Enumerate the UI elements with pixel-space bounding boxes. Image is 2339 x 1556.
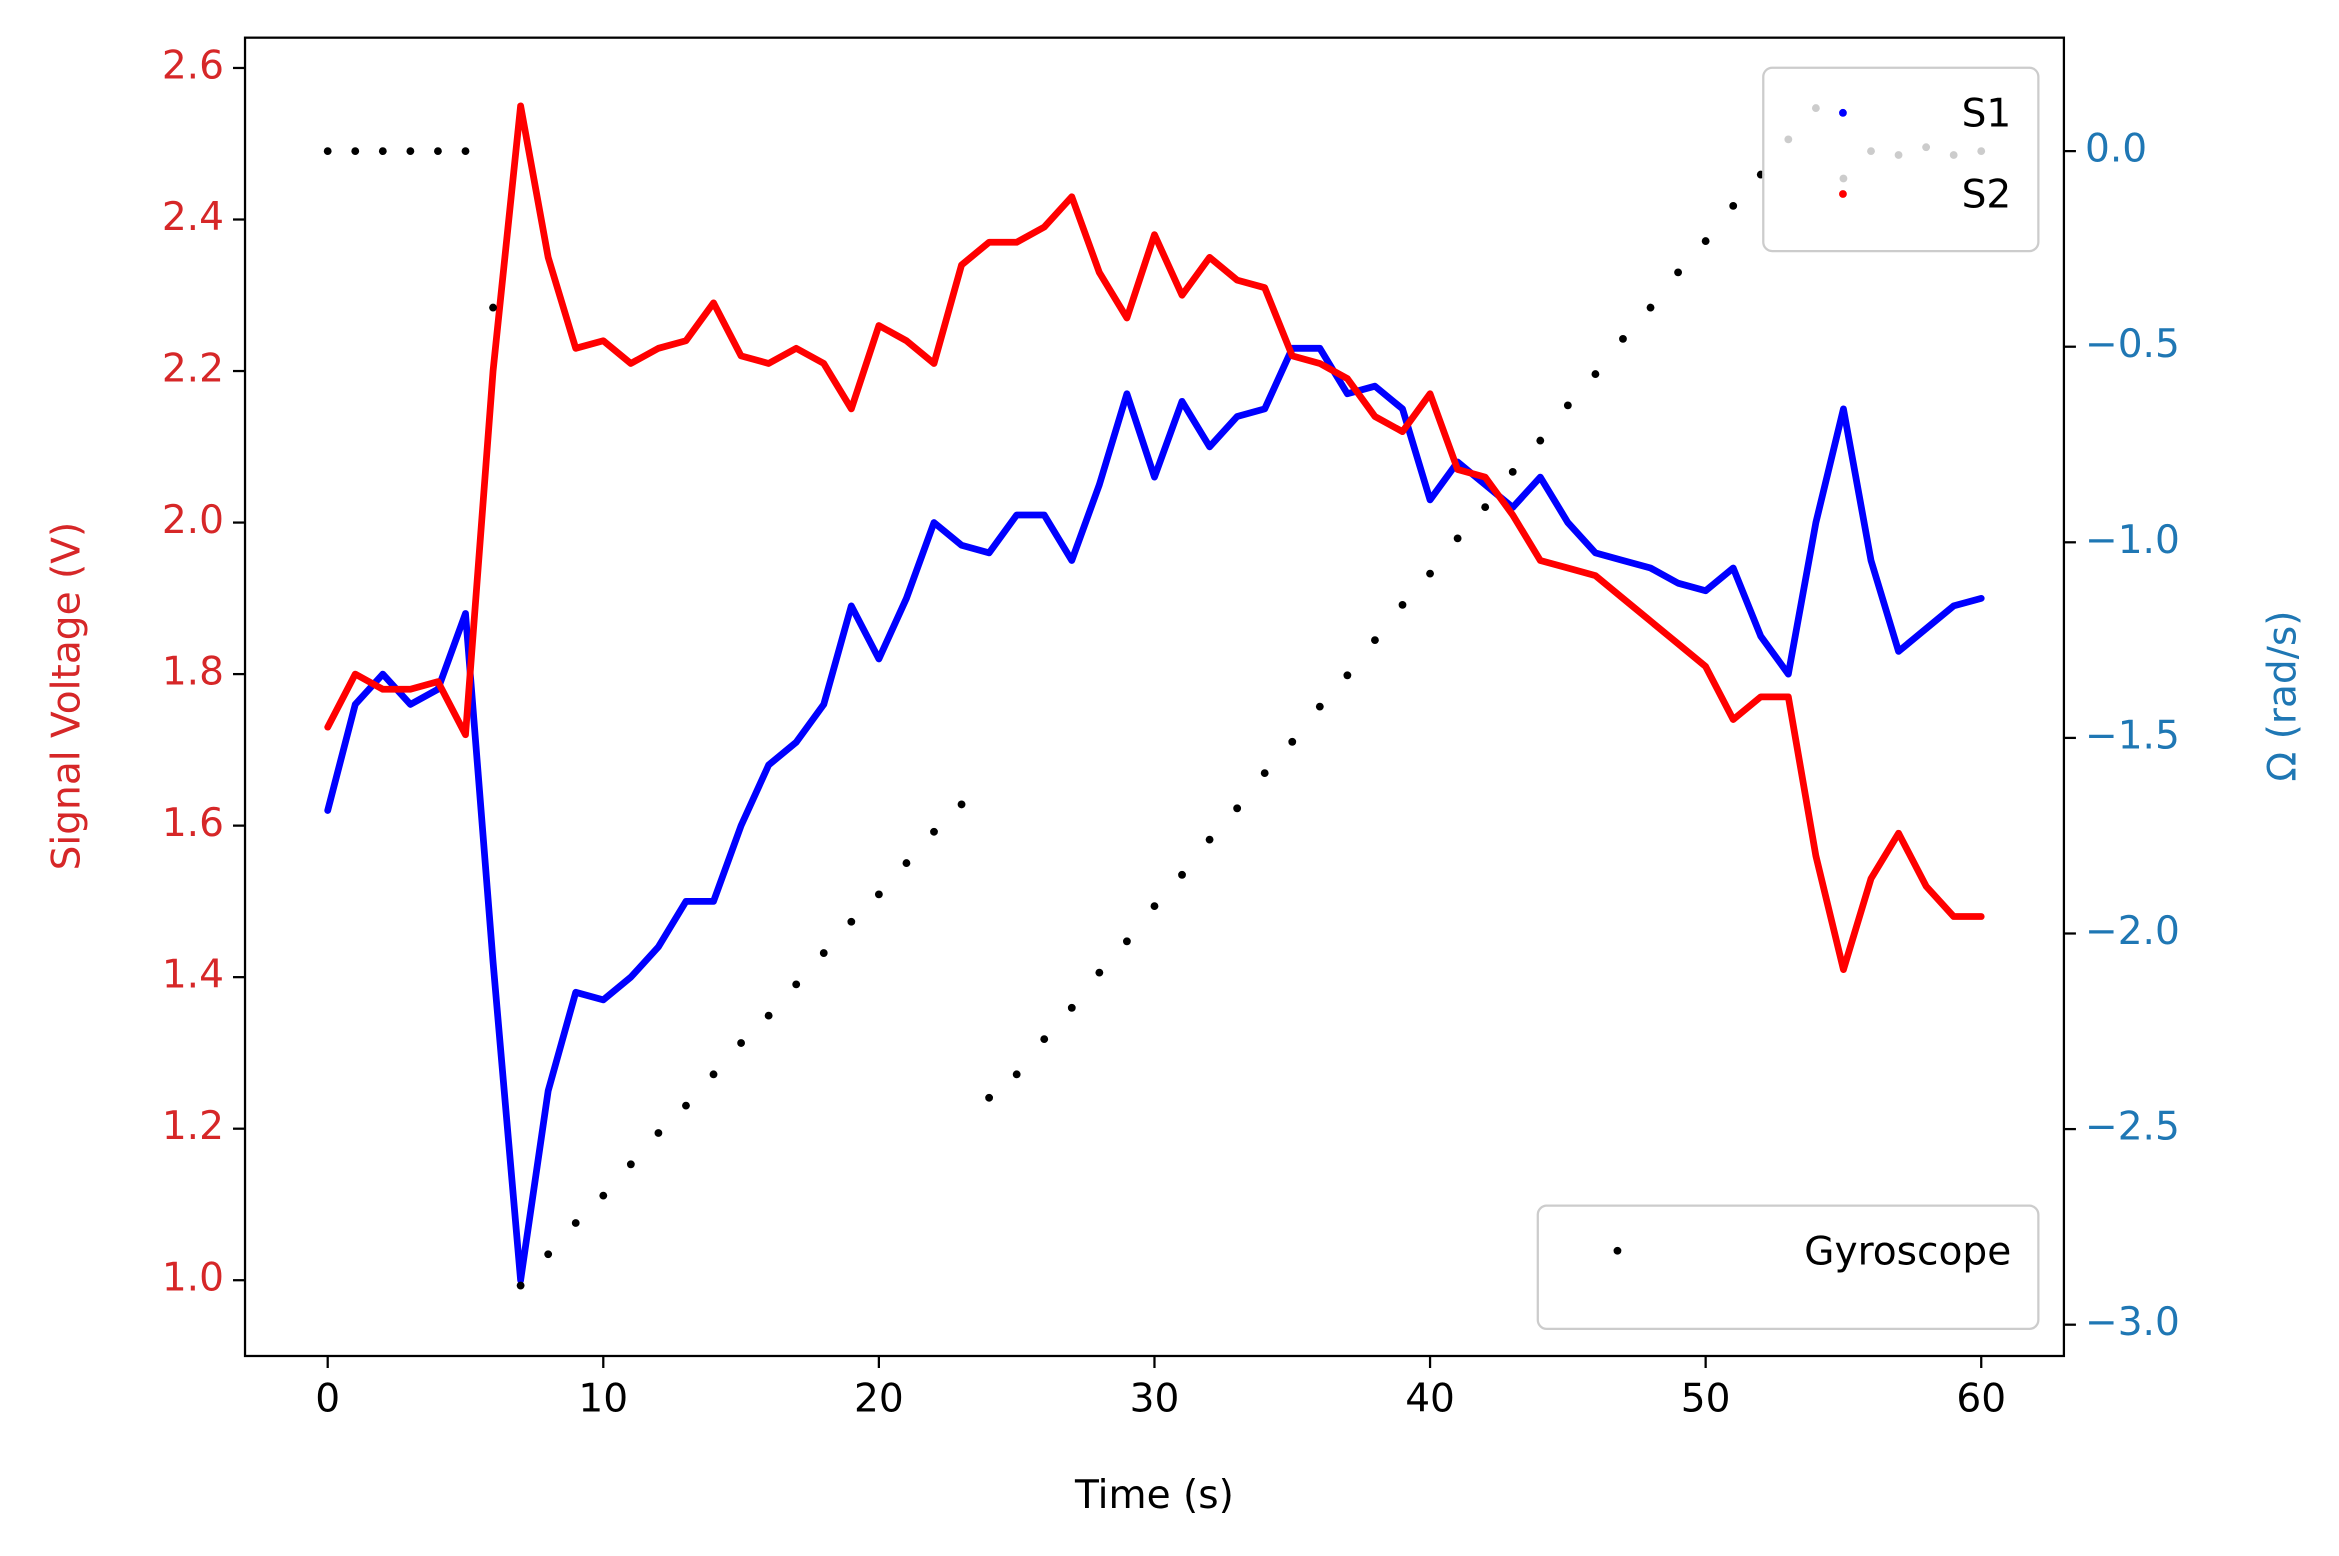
- y2-tick-label: −2.5: [2085, 1105, 2180, 1150]
- data-point: [682, 1101, 690, 1110]
- y2-tick-label: −2.0: [2085, 909, 2180, 954]
- data-point: [1426, 569, 1434, 578]
- y-tick-label: 1.8: [162, 650, 224, 695]
- data-point: [1288, 737, 1297, 746]
- legend-label: Gyroscope: [1804, 1229, 2011, 1274]
- y-tick-label: 2.0: [162, 498, 224, 543]
- data-point: [544, 1250, 553, 1259]
- data-point: [1123, 937, 1131, 946]
- data-point: [1398, 600, 1407, 609]
- x-axis-label: Time (s): [1074, 1473, 1234, 1518]
- data-point: [571, 1219, 580, 1227]
- plot-frame: [243, 36, 2066, 1358]
- data-point: [1095, 968, 1104, 977]
- data-point: [378, 147, 387, 156]
- data-point: [461, 147, 470, 156]
- data-point: [709, 1070, 718, 1079]
- x-tick-label: 50: [1681, 1377, 1731, 1422]
- data-point: [599, 1191, 608, 1200]
- data-point: [985, 1093, 994, 1102]
- data-point: [516, 1281, 525, 1290]
- legend-box: [1762, 66, 2040, 253]
- data-point: [764, 1011, 773, 1020]
- y-axis-label: Signal Voltage (V): [45, 522, 90, 871]
- data-point: [1040, 1035, 1049, 1044]
- data-point: [1591, 370, 1600, 379]
- data-point: [1178, 870, 1186, 879]
- data-point: [1563, 401, 1572, 410]
- data-point: [1343, 671, 1352, 680]
- data-point: [874, 890, 883, 899]
- y2-tick-label: −0.5: [2085, 322, 2180, 367]
- data-point: [1315, 702, 1324, 711]
- y-tick-label: 2.4: [162, 195, 224, 240]
- data-point: [957, 800, 966, 809]
- data-point: [1674, 268, 1682, 277]
- data-point: [1453, 534, 1462, 543]
- data-point: [1233, 804, 1242, 813]
- data-point: [930, 827, 938, 836]
- data-point: [737, 1039, 745, 1047]
- legend-marker: [1839, 190, 1847, 198]
- data-point: [489, 303, 497, 312]
- data-point: [406, 147, 415, 156]
- y-tick-label: 1.4: [162, 953, 224, 998]
- legend-marker: [1613, 1246, 1622, 1255]
- data-point: [1371, 636, 1379, 645]
- data-point: [902, 859, 911, 867]
- y2-tick-label: −1.0: [2085, 518, 2180, 563]
- data-point: [626, 1160, 635, 1169]
- data-point: [1536, 436, 1545, 445]
- x-tick-label: 20: [854, 1377, 904, 1422]
- data-point: [1012, 1070, 1021, 1079]
- series-line: [324, 102, 1985, 973]
- x-tick-label: 10: [578, 1377, 628, 1422]
- x-tick-label: 60: [1956, 1377, 2006, 1422]
- data-point: [323, 147, 332, 156]
- data-point: [351, 147, 360, 156]
- x-tick-label: 40: [1405, 1377, 1455, 1422]
- legend-label: S1: [1962, 91, 2012, 136]
- y-tick-label: 1.6: [162, 801, 224, 846]
- y-tick-label: 2.6: [162, 43, 224, 88]
- series-line: [324, 344, 1985, 1284]
- data-point: [1067, 1003, 1076, 1012]
- y2-tick-label: −1.5: [2085, 713, 2180, 758]
- y2-axis-label: Ω (rad/s): [2260, 611, 2305, 782]
- data-point: [1701, 237, 1710, 245]
- data-point: [1729, 201, 1738, 210]
- data-point: [792, 980, 801, 989]
- data-point: [1619, 334, 1627, 343]
- data-point: [1205, 835, 1214, 844]
- data-point: [819, 949, 828, 957]
- legend-box: [1536, 1204, 2040, 1331]
- data-point: [1646, 303, 1655, 312]
- y-tick-label: 1.2: [162, 1104, 224, 1149]
- x-tick-label: 0: [315, 1377, 340, 1422]
- data-point: [1508, 467, 1517, 476]
- y-tick-label: 1.0: [162, 1256, 224, 1301]
- data-point: [1260, 769, 1269, 778]
- x-tick-label: 30: [1130, 1377, 1180, 1422]
- legend-marker: [1839, 108, 1847, 117]
- data-point: [434, 147, 442, 156]
- y-tick-label: 2.2: [162, 347, 224, 392]
- data-point: [1150, 902, 1159, 911]
- legend-label: S2: [1962, 173, 2012, 218]
- y2-tick-label: 0.0: [2085, 127, 2147, 172]
- data-point: [847, 917, 856, 926]
- data-point: [1481, 503, 1490, 512]
- data-point: [654, 1129, 663, 1137]
- y2-tick-label: −3.0: [2085, 1300, 2180, 1345]
